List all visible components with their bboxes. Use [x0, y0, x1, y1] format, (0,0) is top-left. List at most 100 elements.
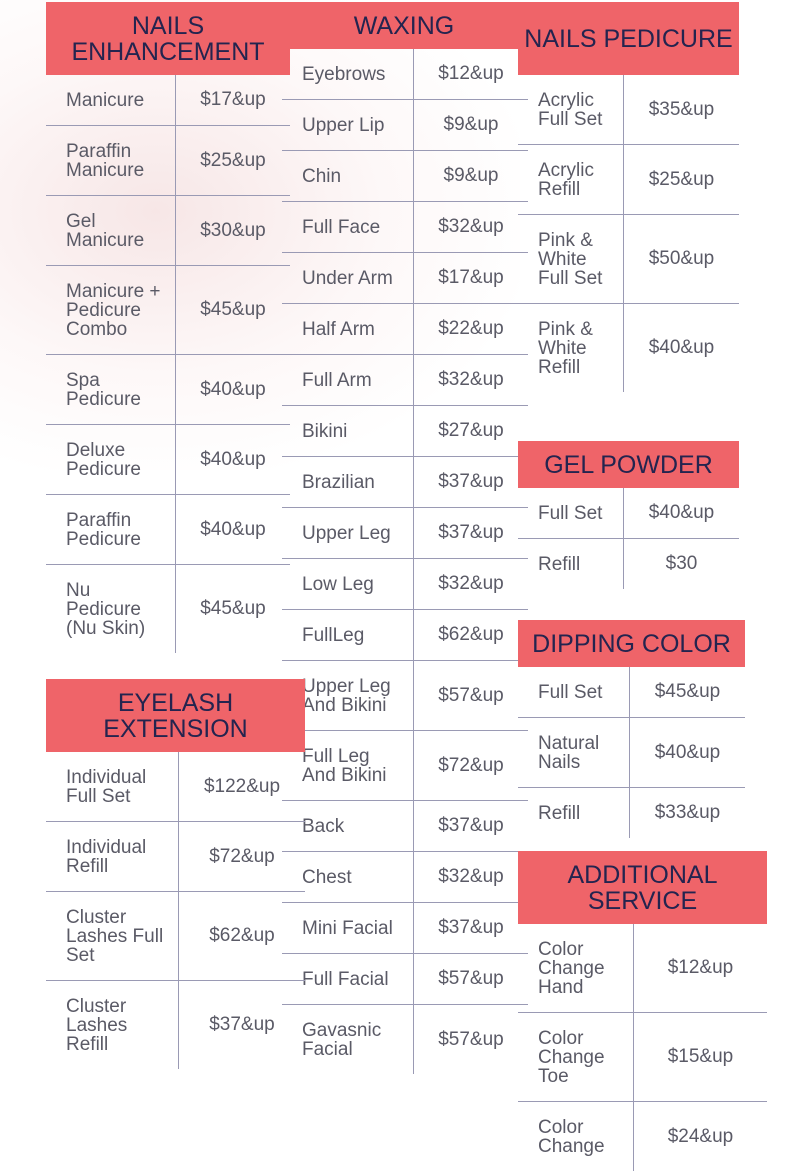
service-name-text: Paraffin Pedicure — [66, 509, 141, 550]
menu-row: Full Set $40&up — [518, 488, 739, 539]
service-price: $40&up — [623, 304, 739, 392]
service-price: $45&up — [629, 667, 745, 717]
service-price: $22&up — [413, 304, 528, 354]
menu-row: Nu Pedicure (Nu Skin) $45&up — [46, 565, 290, 653]
service-price: $33&up — [629, 788, 745, 838]
menu-row: Pink & White Refill $40&up — [518, 304, 739, 392]
service-price: $37&up — [178, 981, 305, 1069]
service-name-text: Acrylic Refill — [538, 159, 594, 200]
service-price: $57&up — [413, 1005, 528, 1074]
service-name-text: Refill — [538, 802, 581, 824]
service-name: Eyebrows — [282, 49, 413, 99]
service-name-text: Individual Refill — [66, 836, 147, 877]
menu-row: Under Arm $17&up — [282, 253, 528, 304]
service-price: $37&up — [413, 457, 528, 507]
menu-row: Eyebrows $12&up — [282, 49, 528, 100]
service-price: $57&up — [413, 954, 528, 1004]
service-name-text: Natural Nails — [538, 732, 600, 773]
service-name: Color Change — [518, 1102, 633, 1171]
service-name-text: Pink & White Full Set — [538, 229, 603, 289]
service-name: Full Arm — [282, 355, 413, 405]
service-name: Natural Nails — [518, 718, 629, 787]
section-title: NAILS ENHANCEMENT — [46, 2, 290, 75]
menu-section: EYELASH EXTENSION Individual Full Set $122… — [46, 679, 305, 1069]
service-price: $122&up — [178, 752, 305, 821]
service-name: Brazilian — [282, 457, 413, 507]
menu-row: Acrylic Refill $25&up — [518, 145, 739, 215]
service-name-text: Paraffin Manicure — [66, 140, 145, 181]
service-name: Upper Leg — [282, 508, 413, 558]
service-name-text: Individual Full Set — [66, 766, 147, 807]
menu-row: Full Set $45&up — [518, 667, 745, 718]
section-title: WAXING — [290, 2, 518, 49]
service-price: $37&up — [413, 903, 528, 953]
service-name-text: Full Face — [302, 216, 381, 238]
service-name-text: Eyebrows — [302, 63, 386, 85]
menu-row: Brazilian $37&up — [282, 457, 528, 508]
service-name-text: Color Change Hand — [538, 938, 605, 998]
service-name: Acrylic Refill — [518, 145, 623, 214]
service-name-text: Acrylic Full Set — [538, 89, 603, 130]
service-price: $9&up — [413, 151, 528, 201]
menu-row: Bikini $27&up — [282, 406, 528, 457]
service-name: Individual Full Set — [46, 752, 178, 821]
menu-row: Refill $30 — [518, 539, 739, 589]
menu-row: Chin $9&up — [282, 151, 528, 202]
service-name: Spa Pedicure — [46, 355, 175, 424]
service-name: Individual Refill — [46, 822, 178, 891]
service-price: $45&up — [175, 266, 290, 354]
service-name: Full Facial — [282, 954, 413, 1004]
service-name-text: Cluster Lashes Refill — [66, 995, 128, 1055]
section-title: GEL POWDER — [518, 441, 739, 488]
service-name-text: FullLeg — [302, 624, 365, 646]
service-name: Full Face — [282, 202, 413, 252]
menu-row: Gavasnic Facial $57&up — [282, 1005, 528, 1074]
service-name-text: Spa Pedicure — [66, 369, 141, 410]
service-name: Color Change Toe — [518, 1013, 633, 1101]
service-price: $40&up — [623, 488, 739, 538]
menu-section: NAILS PEDICURE Acrylic Full Set $35&up Acry… — [518, 2, 739, 392]
service-name-text: Full Leg And Bikini — [302, 745, 387, 786]
service-price: $50&up — [623, 215, 739, 303]
service-name: Refill — [518, 788, 629, 838]
service-name-text: Gavasnic Facial — [302, 1019, 382, 1060]
service-price: $12&up — [633, 924, 767, 1012]
service-name-text: Full Set — [538, 681, 603, 703]
service-name: Acrylic Full Set — [518, 75, 623, 144]
service-name: Full Set — [518, 488, 623, 538]
service-name: Bikini — [282, 406, 413, 456]
menu-row: Cluster Lashes Full Set $62&up — [46, 892, 305, 981]
menu-row: Upper Leg $37&up — [282, 508, 528, 559]
menu-section: NAILS ENHANCEMENT Manicure $17&up Paraffin … — [46, 2, 290, 653]
service-name-text: Chest — [302, 866, 352, 888]
service-name: Chest — [282, 852, 413, 902]
service-price: $40&up — [629, 718, 745, 787]
menu-section: DIPPING COLOR Full Set $45&up Natural Nails… — [518, 620, 745, 838]
service-name: Full Leg And Bikini — [282, 731, 413, 800]
section-title: ADDITIONAL SERVICE — [518, 851, 767, 924]
service-price: $62&up — [413, 610, 528, 660]
menu-row: Paraffin Pedicure $40&up — [46, 495, 290, 565]
service-name: Nu Pedicure (Nu Skin) — [46, 565, 175, 653]
service-name: Deluxe Pedicure — [46, 425, 175, 494]
menu-row: Acrylic Full Set $35&up — [518, 75, 739, 145]
service-name: Gavasnic Facial — [282, 1005, 413, 1074]
menu-row: Half Arm $22&up — [282, 304, 528, 355]
menu-row: Pink & White Full Set $50&up — [518, 215, 739, 304]
menu-row: Natural Nails $40&up — [518, 718, 745, 788]
service-name-text: Manicure + Pedicure Combo — [66, 280, 161, 340]
service-name: Under Arm — [282, 253, 413, 303]
menu-row: Color Change Toe $15&up — [518, 1013, 767, 1102]
service-price: $40&up — [175, 495, 290, 564]
service-name: FullLeg — [282, 610, 413, 660]
menu-row: Full Leg And Bikini $72&up — [282, 731, 528, 801]
service-price: $32&up — [413, 559, 528, 609]
menu-row: Color Change $24&up — [518, 1102, 767, 1171]
service-price: $45&up — [175, 565, 290, 653]
service-name: Chin — [282, 151, 413, 201]
service-price: $35&up — [623, 75, 739, 144]
service-name: Color Change Hand — [518, 924, 633, 1012]
service-price: $72&up — [178, 822, 305, 891]
service-price: $25&up — [623, 145, 739, 214]
